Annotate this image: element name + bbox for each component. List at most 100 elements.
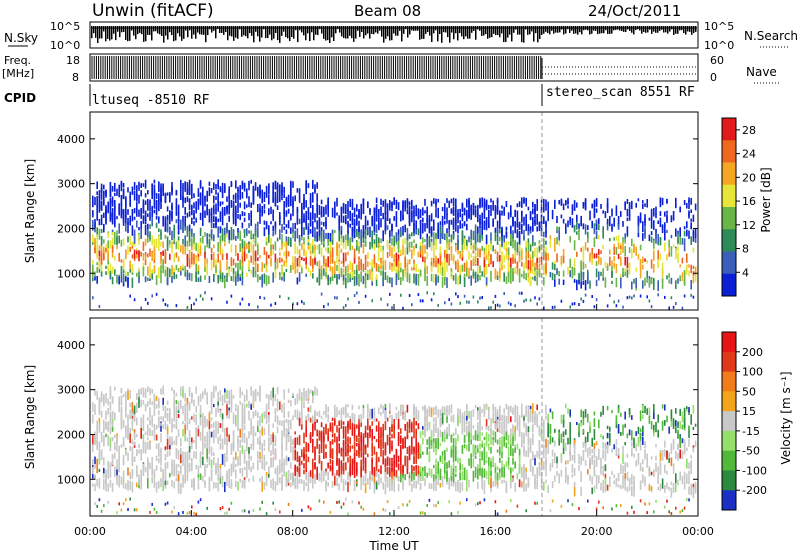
range-gate-cell xyxy=(389,200,391,211)
range-gate-cell xyxy=(323,427,325,432)
range-gate-cell xyxy=(290,482,292,488)
range-gate-cell xyxy=(279,193,281,202)
noise-cell xyxy=(529,298,532,302)
range-gate-cell xyxy=(292,440,294,446)
noise-cell xyxy=(221,505,224,509)
noise-cell xyxy=(252,508,255,512)
nsky-bar xyxy=(327,26,329,41)
range-gate-cell xyxy=(595,208,598,213)
range-gate-cell xyxy=(283,226,285,230)
range-gate-cell xyxy=(397,229,400,236)
range-gate-cell xyxy=(215,482,217,489)
range-gate-cell xyxy=(485,265,488,271)
range-gate-cell xyxy=(644,277,646,287)
range-gate-cell xyxy=(611,223,613,230)
range-gate-cell xyxy=(147,401,149,407)
range-gate-cell xyxy=(468,251,470,260)
range-gate-cell xyxy=(184,245,186,255)
range-gate-cell xyxy=(448,255,450,266)
range-gate-cell xyxy=(129,215,131,223)
range-gate-cell xyxy=(107,265,109,275)
range-gate-cell xyxy=(162,468,164,476)
range-gate-cell xyxy=(653,207,655,217)
nsky-bar xyxy=(279,26,281,43)
range-gate-cell xyxy=(188,434,191,445)
range-gate-cell xyxy=(272,209,274,218)
range-gate-cell xyxy=(294,195,296,202)
range-gate-cell xyxy=(274,447,277,454)
range-gate-cell xyxy=(345,267,347,271)
range-gate-cell xyxy=(536,256,538,267)
range-gate-cell xyxy=(281,473,283,481)
nsky-bar xyxy=(191,26,193,39)
range-gate-cell xyxy=(477,247,479,257)
range-gate-cell xyxy=(584,202,587,211)
range-gate-cell xyxy=(274,451,277,461)
range-gate-cell xyxy=(543,266,545,273)
range-gate-cell xyxy=(109,185,112,196)
range-gate-cell xyxy=(532,217,534,224)
nsky-bar xyxy=(271,26,273,41)
range-gate-cell xyxy=(620,211,622,217)
range-gate-cell xyxy=(657,259,659,269)
range-gate-cell xyxy=(153,407,156,416)
range-gate-cell xyxy=(364,229,367,240)
range-gate-cell xyxy=(241,210,244,217)
range-gate-cell xyxy=(336,197,338,207)
range-gate-cell xyxy=(400,249,402,254)
range-gate-cell xyxy=(103,479,105,490)
nsky-bar xyxy=(497,26,499,36)
range-gate-cell xyxy=(452,206,455,216)
range-gate-cell xyxy=(439,221,442,226)
range-gate-cell xyxy=(679,228,681,238)
noise-cell xyxy=(499,304,501,308)
range-gate-cell xyxy=(318,260,321,270)
range-gate-cell xyxy=(131,410,134,417)
range-gate-cell xyxy=(428,227,431,231)
range-gate-cell xyxy=(400,231,402,238)
range-gate-cell xyxy=(444,277,446,281)
range-gate-cell xyxy=(118,445,120,452)
range-gate-cell xyxy=(261,192,263,204)
range-gate-cell xyxy=(281,240,283,246)
range-gate-cell xyxy=(241,222,244,229)
nsky-bar xyxy=(181,26,183,41)
range-gate-cell xyxy=(358,241,360,246)
range-gate-cell xyxy=(254,230,257,237)
range-gate-cell xyxy=(160,456,162,466)
range-gate-cell xyxy=(195,439,197,447)
range-gate-cell xyxy=(307,389,310,396)
range-gate-cell xyxy=(309,216,312,227)
range-gate-cell xyxy=(265,251,268,263)
range-gate-cell xyxy=(164,473,167,481)
range-gate-cell xyxy=(96,262,98,266)
range-gate-cell xyxy=(241,264,244,275)
range-gate-cell xyxy=(122,481,125,489)
range-gate-cell xyxy=(100,261,103,273)
range-gate-cell xyxy=(494,268,497,279)
range-gate-cell xyxy=(573,200,576,211)
range-gate-cell xyxy=(279,420,281,426)
range-gate-cell xyxy=(107,460,109,470)
range-gate-cell xyxy=(263,427,266,434)
range-gate-cell xyxy=(175,435,178,444)
range-gate-cell xyxy=(347,273,349,283)
range-gate-cell xyxy=(94,437,96,446)
range-gate-cell xyxy=(188,450,191,461)
range-gate-cell xyxy=(483,210,486,219)
range-gate-cell xyxy=(92,458,94,465)
nsky-bar xyxy=(289,26,291,42)
range-gate-cell xyxy=(285,456,288,463)
noise-cell xyxy=(239,302,241,306)
range-gate-cell xyxy=(558,199,560,205)
range-gate-cell xyxy=(503,272,505,282)
range-gate-cell xyxy=(404,247,406,257)
range-gate-cell xyxy=(349,437,351,445)
range-gate-cell xyxy=(173,424,175,428)
noise-cell xyxy=(609,293,611,297)
range-gate-cell xyxy=(180,465,182,475)
range-gate-cell xyxy=(413,223,415,234)
range-gate-cell xyxy=(151,430,153,437)
range-gate-cell xyxy=(457,225,459,234)
range-gate-cell xyxy=(118,480,120,488)
